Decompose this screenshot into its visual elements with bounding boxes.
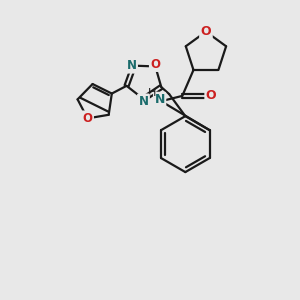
Text: H: H (148, 88, 156, 98)
Text: O: O (150, 58, 161, 70)
Text: N: N (154, 93, 165, 106)
Text: O: O (206, 89, 217, 102)
Text: N: N (127, 59, 136, 72)
Text: N: N (139, 95, 148, 108)
Text: O: O (82, 112, 92, 125)
Text: O: O (201, 25, 211, 38)
